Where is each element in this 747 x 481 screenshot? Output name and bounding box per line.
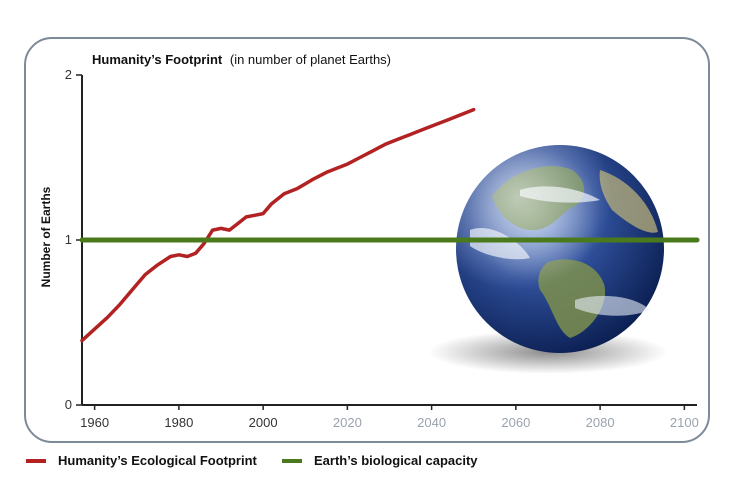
legend-swatch-biocapacity: [282, 458, 302, 463]
legend-item-biocapacity: Earth’s biological capacity: [282, 453, 478, 468]
x-tick-label: 2040: [417, 415, 446, 430]
x-tick-label: 2080: [586, 415, 615, 430]
x-tick-label: 2000: [249, 415, 278, 430]
y-tick-label: 2: [65, 67, 72, 82]
x-tick-label: 2060: [501, 415, 530, 430]
x-tick-label: 2020: [333, 415, 362, 430]
y-tick-label: 0: [65, 397, 72, 412]
legend-swatch-footprint: [26, 458, 46, 463]
earth-globe-icon: [428, 145, 668, 374]
x-tick-label: 1960: [80, 415, 109, 430]
x-tick-label: 2100: [670, 415, 699, 430]
legend-item-footprint: Humanity’s Ecological Footprint: [26, 453, 257, 468]
y-tick-label: 1: [65, 232, 72, 247]
x-tick-label: 1980: [164, 415, 193, 430]
legend-label-biocapacity: Earth’s biological capacity: [314, 453, 478, 468]
legend-label-footprint: Humanity’s Ecological Footprint: [58, 453, 257, 468]
y-axis-label: Number of Earths: [39, 186, 53, 287]
chart-series: [79, 107, 700, 343]
chart-subtitle: (in number of planet Earths): [230, 52, 391, 67]
chart-title-main: Humanity’s Footprint: [92, 52, 223, 67]
chart-title: Humanity’s Footprint (in number of plane…: [92, 52, 391, 67]
chart-axes: 0 1 2 1960 1980 2000 2020 2040 2060 2080 2100: [65, 67, 699, 430]
series-line-ecological-footprint: [80, 107, 476, 343]
